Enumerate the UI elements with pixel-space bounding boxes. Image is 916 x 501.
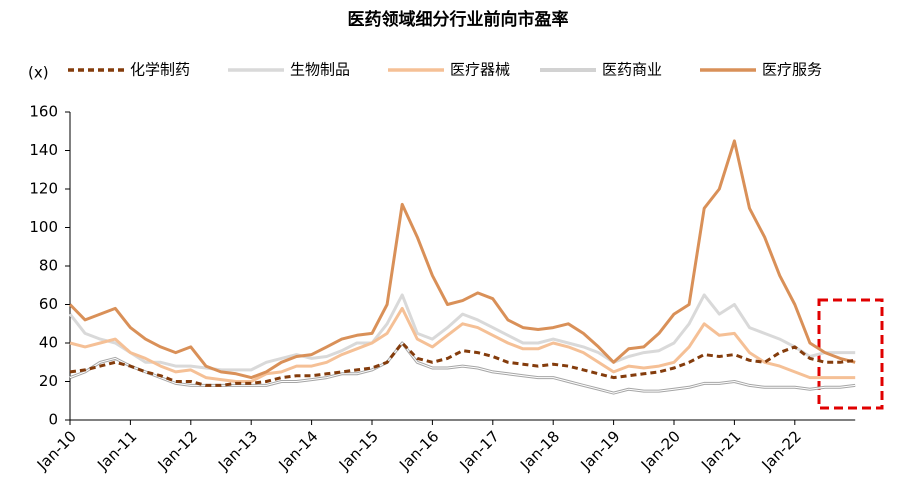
x-tick-label: Jan-11 [93,427,140,474]
x-tick-label: Jan-14 [274,427,321,474]
series-line [68,293,856,372]
y-tick-label: 40 [39,334,58,352]
legend-label: 生物制品 [290,61,350,79]
y-tick-label: 140 [29,141,58,159]
y-tick-label: 100 [29,218,58,236]
series-line [69,341,856,387]
x-tick-label: Jan-15 [335,427,382,474]
y-tick-label: 0 [48,411,58,429]
legend-label: 医疗器械 [450,61,510,79]
x-tick-label: Jan-20 [637,427,684,474]
x-tick-label: Jan-16 [395,427,442,474]
x-tick-label: Jan-17 [456,427,503,474]
y-axis-label: (x) [28,64,49,82]
series-line [69,341,856,395]
x-tick-label: Jan-10 [33,427,80,474]
x-tick-label: Jan-22 [758,427,805,474]
x-tick-label: Jan-19 [576,427,623,474]
y-tick-label: 160 [29,103,58,121]
series-line [68,139,856,380]
y-tick-label: 60 [39,295,58,313]
chart-title: 医药领域细分行业前向市盈率 [348,9,569,30]
x-tick-label: Jan-12 [154,427,201,474]
y-tick-label: 120 [29,180,58,198]
y-tick-label: 20 [39,372,58,390]
series-line [69,306,856,383]
x-tick-label: Jan-18 [516,427,563,474]
legend-label: 化学制药 [130,61,190,79]
y-tick-label: 80 [39,257,58,275]
legend-label: 医疗服务 [762,61,822,79]
x-tick-label: Jan-13 [214,427,261,474]
x-tick-label: Jan-21 [697,427,744,474]
legend-label: 医药商业 [602,61,662,79]
